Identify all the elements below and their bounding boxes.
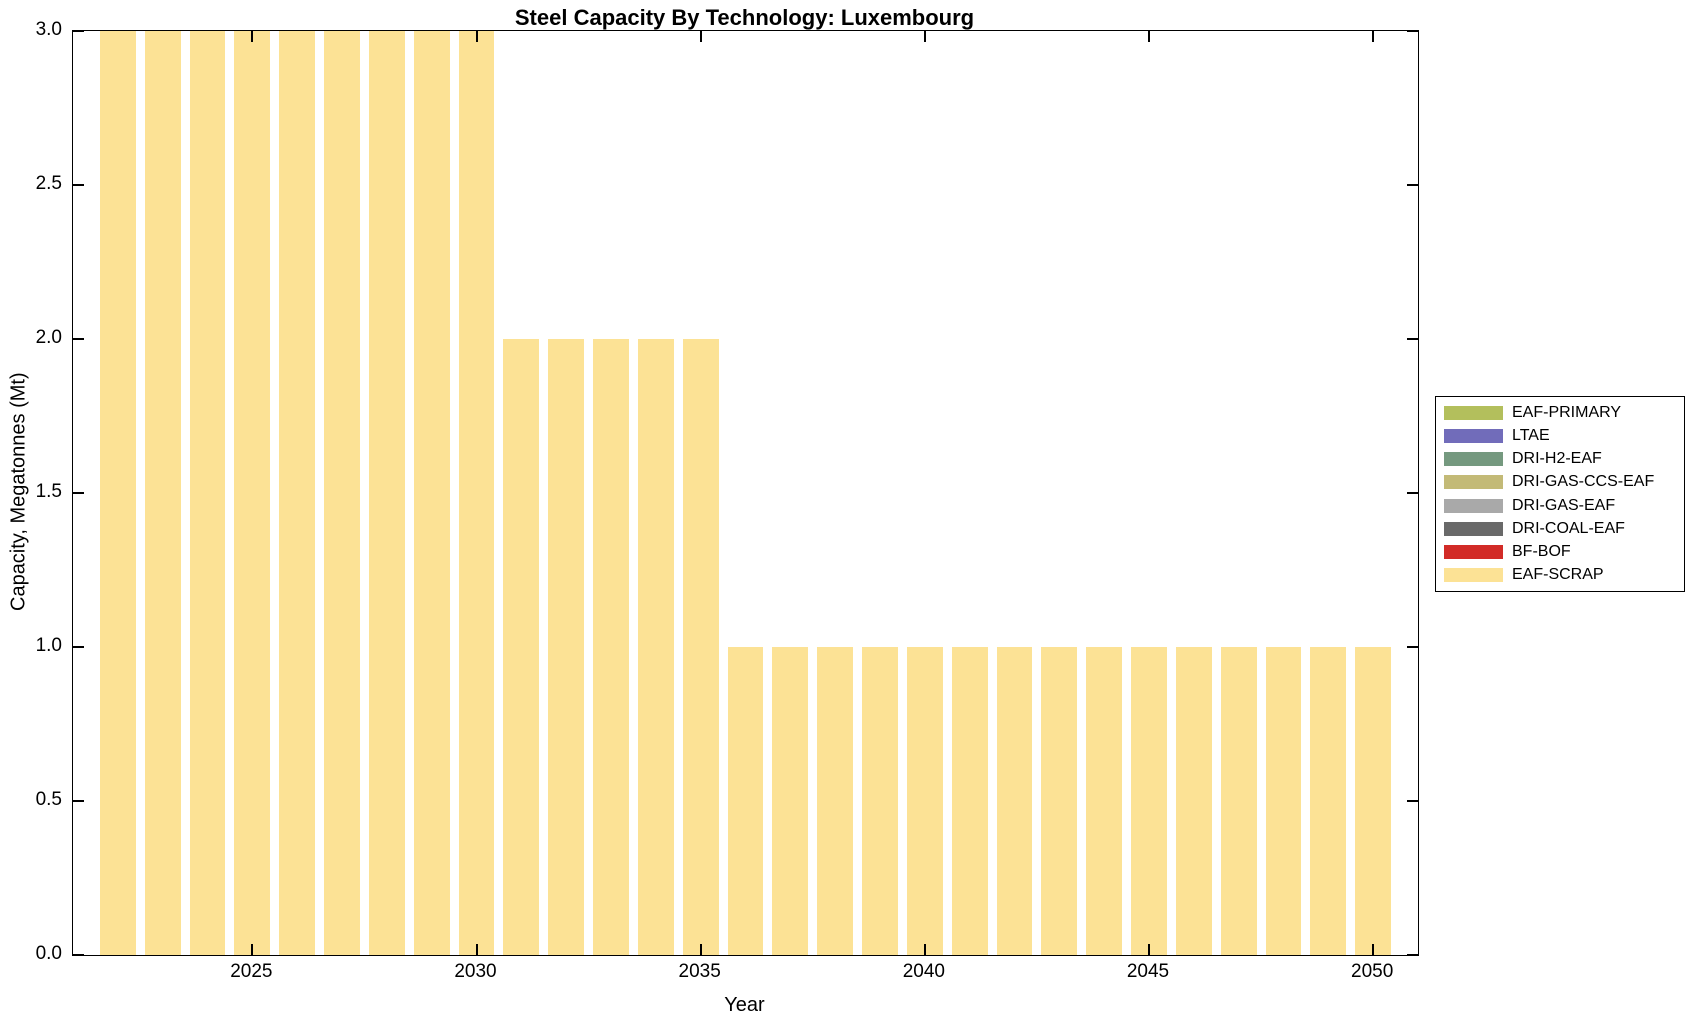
legend-swatch-dri-h2-eaf <box>1444 452 1503 467</box>
x-tick-label: 2040 <box>902 961 945 982</box>
y-tick-right <box>1407 954 1418 956</box>
y-tick-left <box>73 954 84 956</box>
y-tick-label: 0.0 <box>35 943 62 964</box>
y-tick-left <box>73 492 84 494</box>
bar-eaf-scrap-2024 <box>189 31 226 955</box>
legend-label: DRI-H2-EAF <box>1512 450 1602 468</box>
bar-eaf-scrap-2033 <box>593 339 629 955</box>
y-tick-label: 2.5 <box>35 173 62 194</box>
x-tick-bottom <box>475 944 478 955</box>
bar-eaf-scrap-2022 <box>99 31 136 955</box>
bar-eaf-scrap-2046 <box>1175 647 1212 955</box>
legend-swatch-dri-gas-eaf <box>1444 498 1503 513</box>
bar-eaf-scrap-2039 <box>862 647 898 955</box>
x-tick-top <box>1372 31 1375 42</box>
bar-eaf-scrap-2026 <box>279 31 316 955</box>
legend: EAF-PRIMARY LTAE DRI-H2-EAF DRI-GAS-CCS-EAF… <box>1435 396 1685 592</box>
legend-entry: DRI-H2-EAF <box>1436 448 1684 470</box>
legend-label: DRI-GAS-CCS-EAF <box>1512 473 1655 491</box>
legend-label: DRI-COAL-EAF <box>1512 519 1625 537</box>
x-tick-label: 2025 <box>230 961 273 982</box>
y-tick-right <box>1407 492 1418 494</box>
x-tick-top <box>699 31 702 42</box>
legend-entry: LTAE <box>1436 425 1684 447</box>
y-tick-label: 1.5 <box>35 481 62 502</box>
bar-eaf-scrap-2038 <box>817 647 854 955</box>
y-tick-left <box>73 338 84 340</box>
bar-eaf-scrap-2023 <box>144 31 181 955</box>
legend-entry: DRI-GAS-EAF <box>1436 495 1684 517</box>
bar-eaf-scrap-2047 <box>1220 647 1257 955</box>
legend-swatch-bf-bof <box>1444 544 1503 559</box>
x-tick-label: 2050 <box>1351 961 1394 982</box>
legend-swatch-eaf-scrap <box>1444 567 1503 582</box>
x-tick-label: 2035 <box>678 961 721 982</box>
y-tick-right <box>1407 338 1418 340</box>
legend-entry: DRI-COAL-EAF <box>1436 518 1684 540</box>
y-tick-label: 1.0 <box>35 635 62 656</box>
bar-eaf-scrap-2040 <box>906 647 943 955</box>
legend-label: EAF-PRIMARY <box>1512 404 1622 422</box>
y-tick-label: 0.5 <box>35 789 62 810</box>
x-tick-bottom <box>251 944 254 955</box>
legend-label: LTAE <box>1512 427 1550 445</box>
x-tick-label: 2045 <box>1126 961 1170 982</box>
legend-label: DRI-GAS-EAF <box>1512 496 1616 514</box>
legend-entry: BF-BOF <box>1436 541 1684 563</box>
y-tick-right <box>1407 184 1418 186</box>
bar-eaf-scrap-2036 <box>727 647 764 955</box>
bar-eaf-scrap-2027 <box>324 31 360 955</box>
legend-swatch-dri-gas-ccs-eaf <box>1444 475 1503 490</box>
bar-eaf-scrap-2045 <box>1131 647 1167 955</box>
bar-eaf-scrap-2034 <box>637 339 674 955</box>
x-tick-label: 2030 <box>454 961 497 982</box>
y-tick-left <box>73 184 84 186</box>
bar-eaf-scrap-2025 <box>234 31 271 955</box>
y-tick-right <box>1407 646 1418 648</box>
bar-eaf-scrap-2030 <box>458 31 495 955</box>
bar-eaf-scrap-2031 <box>503 339 540 955</box>
legend-swatch-eaf-primary <box>1444 406 1503 421</box>
legend-label: BF-BOF <box>1512 542 1571 560</box>
x-axis-label: Year <box>724 994 765 1016</box>
y-tick-left <box>73 646 84 648</box>
bar-eaf-scrap-2050 <box>1355 647 1392 955</box>
y-tick-left <box>73 800 84 802</box>
bar-eaf-scrap-2029 <box>413 31 450 955</box>
x-tick-top <box>1148 31 1150 42</box>
x-tick-top <box>475 31 478 42</box>
legend-swatch-ltae <box>1444 429 1503 444</box>
x-tick-bottom <box>1148 944 1150 955</box>
bar-eaf-scrap-2035 <box>682 339 719 955</box>
bar-eaf-scrap-2028 <box>368 31 405 955</box>
y-tick-right <box>1407 30 1418 32</box>
legend-entry: DRI-GAS-CCS-EAF <box>1436 471 1684 493</box>
x-tick-bottom <box>923 944 926 955</box>
x-tick-top <box>923 31 926 42</box>
y-tick-label: 3.0 <box>35 19 62 40</box>
y-tick-right <box>1407 800 1418 802</box>
bar-eaf-scrap-2037 <box>772 647 809 955</box>
legend-entry: EAF-PRIMARY <box>1436 402 1684 424</box>
x-tick-bottom <box>1372 944 1375 955</box>
x-tick-bottom <box>699 944 702 955</box>
bar-eaf-scrap-2042 <box>996 647 1033 955</box>
legend-label: EAF-SCRAP <box>1512 565 1604 583</box>
bar-eaf-scrap-2049 <box>1310 647 1347 955</box>
bar-eaf-scrap-2043 <box>1041 647 1078 955</box>
x-tick-top <box>251 31 254 42</box>
y-tick-label: 2.0 <box>35 327 62 348</box>
bar-eaf-scrap-2041 <box>951 647 988 955</box>
bar-eaf-scrap-2032 <box>548 339 585 955</box>
y-tick-left <box>73 30 84 32</box>
plot-area <box>72 30 1419 956</box>
bar-eaf-scrap-2044 <box>1086 647 1123 955</box>
legend-entry: EAF-SCRAP <box>1436 564 1684 586</box>
chart-title: Steel Capacity By Technology: Luxembourg <box>514 5 975 30</box>
bar-eaf-scrap-2048 <box>1265 647 1302 955</box>
legend-swatch-dri-coal-eaf <box>1444 521 1503 536</box>
